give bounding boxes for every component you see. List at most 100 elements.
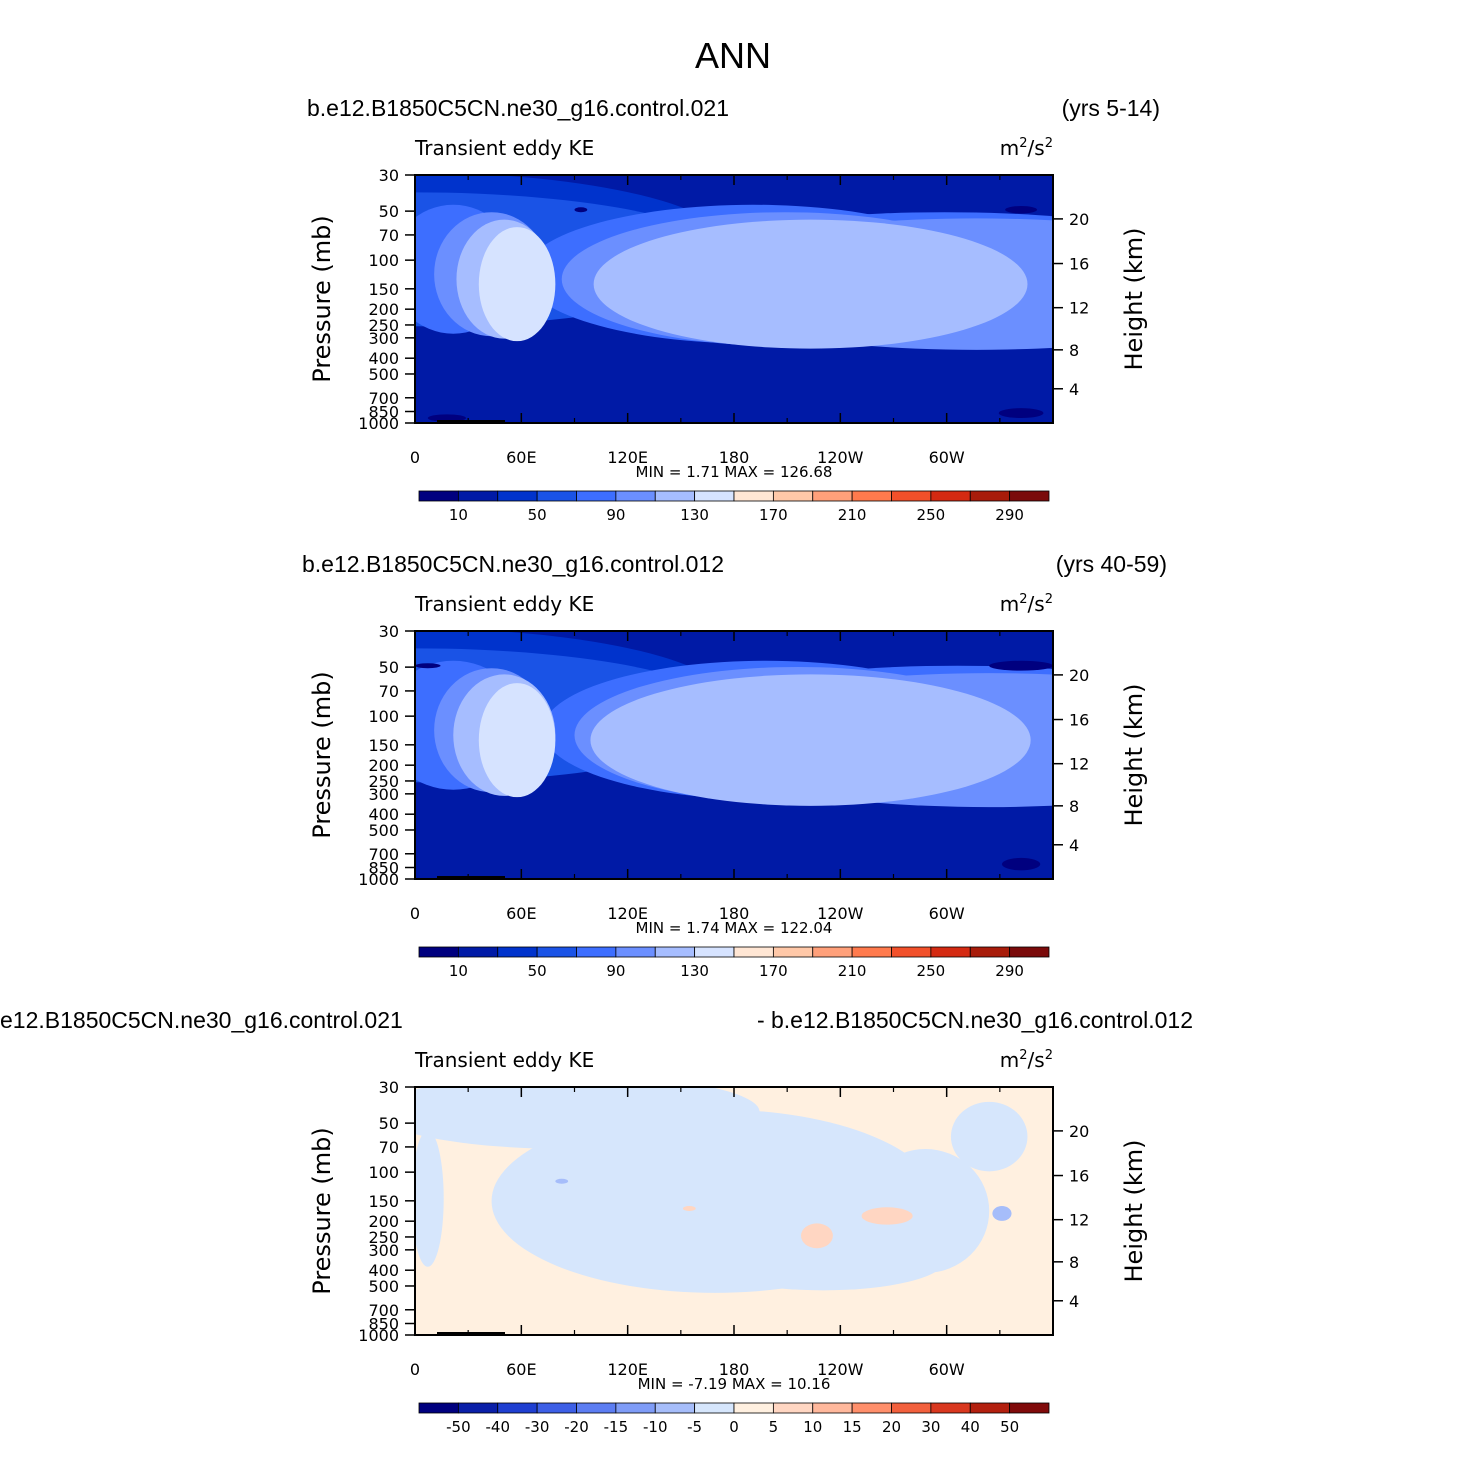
- ytick-label: 1000: [358, 1326, 399, 1345]
- y2tick-label: 4: [1069, 1292, 1079, 1311]
- colorbar-box: [418, 946, 459, 958]
- ytick-label: 200: [368, 1212, 399, 1231]
- y-axis-label: Pressure (mb): [308, 1127, 336, 1294]
- colorbar-label: -15: [604, 1418, 629, 1436]
- colorbar-box: [1009, 946, 1050, 958]
- colorbar-box: [1009, 1402, 1050, 1414]
- colorbar-label: 130: [680, 506, 709, 524]
- contour-region: [861, 1207, 913, 1225]
- xtick-label: 60W: [929, 904, 965, 923]
- panel-2: b.e12.B1850C5CN.ne30_g16.control.012 (yrs…: [302, 551, 1167, 980]
- variable-name: Transient eddy KE: [414, 592, 594, 616]
- ytick-label: 70: [379, 1138, 399, 1157]
- ytick-label: 50: [379, 202, 399, 221]
- colorbar-box: [812, 1402, 853, 1414]
- contour-region: [593, 219, 1028, 349]
- colorbar-label: 130: [680, 962, 709, 980]
- xtick-label: 180: [719, 448, 750, 467]
- colorbar-box: [576, 946, 617, 958]
- colorbar-label: 50: [528, 506, 547, 524]
- ytick-label: 100: [368, 1163, 399, 1182]
- colorbar-label: 40: [961, 1418, 980, 1436]
- y2tick-label: 8: [1069, 341, 1079, 360]
- colorbar-box: [930, 946, 971, 958]
- y2tick-label: 20: [1069, 1122, 1089, 1141]
- contour-field: [415, 631, 1053, 879]
- colorbar-box: [812, 946, 853, 958]
- contour-region: [950, 1101, 1028, 1172]
- colorbar-label: -30: [525, 1418, 550, 1436]
- contour-region: [992, 1206, 1012, 1221]
- colorbar-box: [418, 1402, 459, 1414]
- ytick-label: 300: [368, 1241, 399, 1260]
- y2tick-label: 4: [1069, 836, 1079, 855]
- colorbar-label: 290: [995, 506, 1024, 524]
- colorbar-box: [733, 946, 774, 958]
- colorbar-box: [851, 490, 892, 502]
- colorbar-box: [851, 946, 892, 958]
- y2tick-label: 8: [1069, 797, 1079, 816]
- xtick-label: 0: [410, 448, 420, 467]
- colorbar-label: -10: [643, 1418, 668, 1436]
- ytick-label: 50: [379, 658, 399, 677]
- contour-region: [415, 1130, 444, 1267]
- colorbar-box: [615, 1402, 656, 1414]
- ytick-label: 400: [368, 349, 399, 368]
- ytick-label: 700: [368, 845, 399, 864]
- contour-region: [800, 1223, 833, 1249]
- xtick-label: 120W: [817, 904, 864, 923]
- variable-name: Transient eddy KE: [414, 136, 594, 160]
- colorbar-box: [969, 1402, 1011, 1414]
- colorbar-box: [969, 946, 1011, 958]
- y2tick-label: 16: [1069, 711, 1089, 730]
- colorbar-label: 20: [882, 1418, 901, 1436]
- y2-axis-label: Height (km): [1120, 228, 1148, 371]
- colorbar-box: [497, 1402, 538, 1414]
- min-max-stats: MIN = 1.71 MAX = 126.68: [636, 463, 833, 481]
- xtick-label: 180: [719, 904, 750, 923]
- contour-region: [574, 207, 588, 213]
- colorbar-label: 290: [995, 962, 1024, 980]
- topography: [437, 420, 505, 423]
- units-label: m2/s2: [1000, 592, 1053, 616]
- colorbar-box: [497, 946, 538, 958]
- colorbar-box: [772, 490, 814, 502]
- colorbar-box: [1009, 490, 1050, 502]
- colorbar-box: [969, 490, 1011, 502]
- ytick-label: 500: [368, 821, 399, 840]
- contour-field: [415, 175, 1053, 423]
- colorbar-label: 170: [759, 506, 788, 524]
- colorbar-box: [576, 1402, 617, 1414]
- colorbar-box: [536, 1402, 577, 1414]
- y-axis-label: Pressure (mb): [308, 215, 336, 382]
- contour-region: [989, 660, 1053, 671]
- xtick-label: 60E: [506, 904, 536, 923]
- ytick-label: 300: [368, 785, 399, 804]
- y2-axis-label: Height (km): [1120, 684, 1148, 827]
- contour-region: [555, 1178, 569, 1184]
- colorbar-label: -50: [446, 1418, 471, 1436]
- ytick-label: 150: [368, 280, 399, 299]
- colorbar-box: [576, 490, 617, 502]
- years-label: - b.e12.B1850C5CN.ne30_g16.control.012: [757, 1007, 1193, 1033]
- ytick-label: 400: [368, 1261, 399, 1280]
- xtick-label: 60E: [506, 1360, 536, 1379]
- colorbar-box: [772, 1402, 814, 1414]
- variable-name: Transient eddy KE: [414, 1048, 594, 1072]
- colorbar-box: [418, 490, 459, 502]
- colorbar-box: [930, 1402, 971, 1414]
- ytick-label: 150: [368, 736, 399, 755]
- colorbar-box: [733, 490, 774, 502]
- colorbar-label: 10: [449, 962, 468, 980]
- contour-region: [1001, 857, 1041, 871]
- contour-region: [427, 414, 467, 422]
- y2tick-label: 16: [1069, 255, 1089, 274]
- contour-region: [415, 663, 441, 669]
- colorbar-box: [615, 490, 656, 502]
- colorbar-box: [891, 946, 932, 958]
- xtick-label: 0: [410, 904, 420, 923]
- units-label: m2/s2: [1000, 1048, 1053, 1072]
- panel-1: b.e12.B1850C5CN.ne30_g16.control.021 (yrs…: [307, 95, 1160, 524]
- ytick-label: 30: [379, 622, 399, 641]
